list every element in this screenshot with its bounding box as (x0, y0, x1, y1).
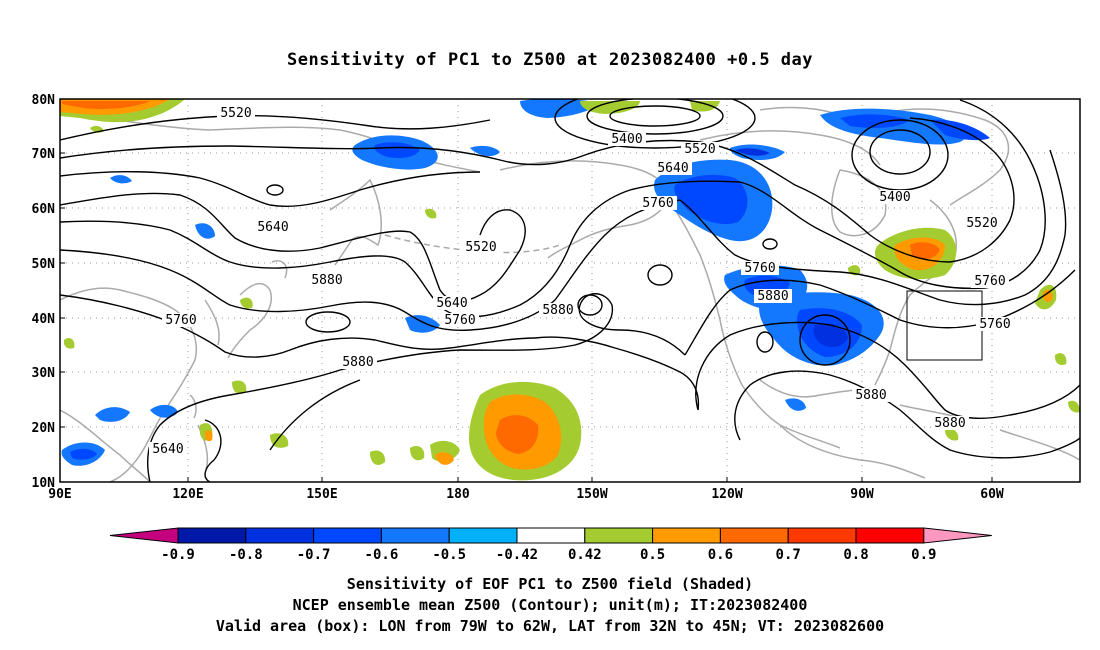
page-title: Sensitivity of PC1 to Z500 at 2023082400… (286, 50, 813, 70)
lat-label: 30N (32, 366, 56, 381)
contour-label-bg (931, 416, 969, 430)
colorbar: -0.9 -0.8 -0.7 -0.6 -0.5 -0.42 0.42 0.5 0.6 0.7 0.… (109, 527, 992, 563)
contour-label: 5400 (879, 190, 910, 205)
sensitivity-shading (60, 99, 1080, 481)
contour-label: 5880 (855, 388, 886, 403)
lat-label: 40N (32, 312, 56, 327)
colorbar-segment (313, 527, 382, 544)
colorbar-tick-label: 0.5 (640, 547, 665, 563)
contour-label: 5880 (934, 416, 965, 431)
caption-line-1: Sensitivity of EOF PC1 to Z500 field (Sh… (346, 575, 754, 593)
contour-label: 5880 (342, 355, 373, 370)
lon-label: 90W (850, 487, 874, 502)
contour-label-bg (741, 261, 779, 275)
contour-label: 5880 (542, 303, 573, 318)
contour-label: 5760 (974, 274, 1005, 289)
contour-label-bg (608, 132, 646, 146)
contour-label: 5520 (966, 216, 997, 231)
colorbar-tick-label: -0.7 (297, 547, 331, 563)
contour-labels: 5520 5400 5520 5640 5760 5400 5520 5640 5520 5640… (149, 106, 1014, 457)
contour-label: 5880 (311, 273, 342, 288)
lat-axis-labels: 80N 70N 60N 50N 40N 30N 20N 10N (32, 93, 56, 491)
contour-label-bg (217, 106, 255, 120)
lat-label: 10N (32, 476, 56, 491)
contour-label: 5520 (465, 240, 496, 255)
z500-contours (60, 99, 1080, 482)
colorbar-tick-label: -0.6 (365, 547, 399, 563)
contour-label: 5760 (444, 313, 475, 328)
contour-label: 5880 (757, 289, 788, 304)
contour-label-bg (308, 273, 346, 287)
contour-label-bg (681, 142, 719, 156)
axis-ticks (60, 98, 993, 483)
colorbar-segment (787, 527, 857, 544)
colorbar-tick-label: -0.5 (432, 547, 466, 563)
contour-label: 5640 (257, 220, 288, 235)
contour-label: 5400 (611, 132, 642, 147)
contour-label-bg (441, 313, 479, 327)
colorbar-segment (245, 527, 315, 544)
contour-label-bg (963, 216, 1001, 230)
contour-label-bg (976, 317, 1014, 331)
contour-label-bg (852, 388, 890, 402)
colorbar-segment (652, 527, 721, 544)
lon-label: 120E (172, 487, 203, 502)
contour-label: 5640 (436, 296, 467, 311)
colorbar-segment (177, 527, 247, 544)
colorbar-tick-label: 0.42 (568, 547, 602, 563)
contour-label-bg (654, 161, 692, 175)
colorbar-tick-label: -0.42 (496, 547, 538, 563)
contour-label: 5760 (744, 261, 775, 276)
colorbar-segment (855, 527, 925, 544)
contour-label-bg (876, 190, 914, 204)
contour-label: 5520 (684, 142, 715, 157)
colorbar-segment (584, 527, 654, 544)
lon-axis-labels: 90E 120E 150E 180 150W 120W 90W 60W (48, 487, 1004, 502)
colorbar-tick-label: 0.7 (776, 547, 801, 563)
colorbar-tick-label: -0.9 (161, 547, 195, 563)
colorbar-tick-label: 0.6 (708, 547, 733, 563)
lat-label: 20N (32, 421, 56, 436)
lat-label: 70N (32, 147, 56, 162)
colorbar-segment (516, 527, 586, 544)
lon-label: 60W (980, 487, 1004, 502)
contour-label: 5520 (220, 106, 251, 121)
colorbar-tick-label: -0.8 (229, 547, 263, 563)
contour-label: 5760 (642, 196, 673, 211)
colorbar-arrow-left (109, 527, 179, 544)
lon-label: 120W (711, 487, 742, 502)
lon-label: 180 (446, 487, 470, 502)
contour-label-bg (754, 289, 792, 303)
caption: Sensitivity of EOF PC1 to Z500 field (Sh… (0, 574, 1100, 637)
contour-label: 5760 (979, 317, 1010, 332)
contour-label-bg (149, 442, 187, 456)
contour-label: 5640 (657, 161, 688, 176)
lon-label: 150W (576, 487, 607, 502)
contour-label-bg (162, 313, 200, 327)
lon-label: 150E (306, 487, 337, 502)
contour-label: 5760 (165, 313, 196, 328)
colorbar-tick-label: 0.9 (911, 547, 936, 563)
caption-line-3: Valid area (box): LON from 79W to 62W, L… (215, 617, 885, 635)
colorbar-arrow-right (923, 527, 992, 544)
map-border (59, 98, 1081, 483)
colorbar-segment (448, 527, 518, 544)
contour-label-bg (339, 355, 377, 369)
contour-label-bg (539, 303, 577, 317)
contour-label-bg (639, 196, 677, 210)
lon-label: 90E (48, 487, 71, 502)
contour-label-bg (462, 240, 500, 254)
contour-label: 5640 (152, 442, 183, 457)
contour-label-bg (254, 220, 292, 234)
colorbar-tick-label: 0.8 (843, 547, 868, 563)
contour-label-bg (971, 274, 1009, 288)
lat-label: 60N (32, 202, 56, 217)
colorbar-segment (719, 527, 789, 544)
lat-label: 50N (32, 257, 56, 272)
lat-label: 80N (32, 93, 56, 108)
colorbar-segment (380, 527, 450, 544)
caption-line-2: NCEP ensemble mean Z500 (Contour); unit(… (292, 596, 808, 614)
contour-label-bg (433, 296, 471, 310)
